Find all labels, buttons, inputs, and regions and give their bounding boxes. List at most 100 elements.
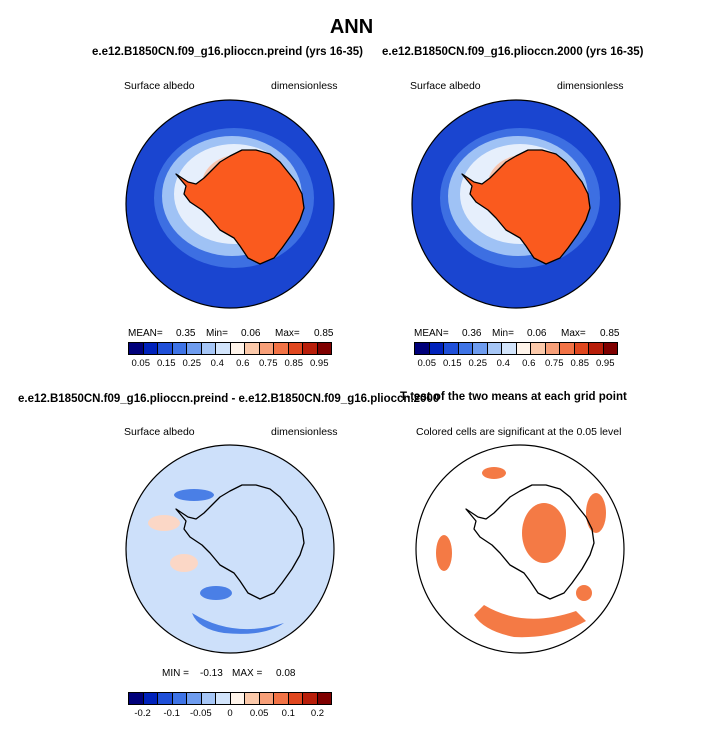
colorbar-swatch (429, 343, 444, 354)
colorbar-tick-label: 0.85 (284, 358, 304, 369)
colorbar-swatch (216, 693, 231, 704)
stat-mean-label: MEAN= (414, 328, 449, 339)
colorbar-tick-label: -0.2 (134, 708, 151, 719)
colorbar-swatch (172, 343, 187, 354)
albedo-map (125, 99, 335, 309)
variable-label: Surface albedo (124, 80, 195, 92)
colorbar-swatch (516, 343, 531, 354)
colorbar-ticks: 0.05 0.15 0.25 0.4 0.6 0.75 0.85 0.95 (414, 358, 618, 370)
colorbar-swatch (245, 693, 260, 704)
colorbar-swatch (230, 343, 245, 354)
colorbar-tick-label: 0.25 (182, 358, 202, 369)
colorbar-tick-label: 0.4 (496, 358, 510, 369)
colorbar-swatch (574, 343, 589, 354)
colorbar-swatch (288, 693, 303, 704)
colorbar-swatch (201, 693, 216, 704)
units-label: dimensionless (271, 80, 338, 92)
colorbar-swatch (487, 343, 502, 354)
stat-min-value: 0.06 (241, 328, 261, 339)
units-label: dimensionless (271, 426, 338, 438)
colorbar-swatch (317, 693, 331, 704)
colorbar-tick-label: 0 (227, 708, 233, 719)
colorbar-swatch (187, 693, 202, 704)
stat-min-value: 0.06 (527, 328, 547, 339)
figure-title: ANN (329, 16, 374, 38)
difference-map (125, 444, 335, 654)
colorbar-swatch (415, 343, 430, 354)
panel-title: e.e12.B1850CN.f09_g16.plioccn.preind (yr… (92, 46, 364, 58)
panel-title: T-test of the two means at each grid poi… (400, 391, 627, 403)
colorbar-tick-label: 0.2 (310, 708, 325, 719)
colorbar-tick-label: 0.4 (210, 358, 224, 369)
colorbar-swatch (129, 693, 144, 704)
units-label: dimensionless (557, 80, 624, 92)
albedo-map (411, 99, 621, 309)
colorbar-ticks: 0.05 0.15 0.25 0.4 0.6 0.75 0.85 0.95 (128, 358, 332, 370)
colorbar-swatch (259, 343, 274, 354)
colorbar-swatch (458, 343, 473, 354)
colorbar-swatch (259, 693, 274, 704)
stat-max-value: 0.08 (276, 668, 296, 679)
panel-subtitle: Colored cells are significant at the 0.0… (416, 426, 622, 438)
colorbar-tick-label: 0.25 (468, 358, 488, 369)
colorbar-swatch (560, 343, 575, 354)
colorbar-swatch (158, 343, 173, 354)
variable-label: Surface albedo (410, 80, 481, 92)
colorbar-swatch (245, 343, 260, 354)
colorbar-swatch (187, 343, 202, 354)
colorbar-tick-label: 0.95 (310, 358, 329, 369)
colorbar-tick-label: -0.1 (163, 708, 180, 719)
colorbar-tick-label: 0.05 (131, 358, 151, 369)
stat-max-label: Max= (561, 328, 586, 339)
colorbar-tick-label: 0.75 (545, 358, 564, 369)
colorbar-tick-label: 0.15 (443, 358, 462, 369)
stat-min-label: Min= (492, 328, 514, 339)
panel-title: e.e12.B1850CN.f09_g16.plioccn.2000 (yrs … (382, 46, 644, 58)
colorbar-swatch (201, 343, 216, 354)
colorbar (414, 342, 618, 355)
colorbar-swatch (274, 693, 289, 704)
colorbar-tick-label: 0.1 (281, 708, 295, 719)
colorbar-swatch (531, 343, 546, 354)
colorbar-swatch (143, 343, 158, 354)
colorbar-tick-label: 0.75 (259, 358, 278, 369)
colorbar-swatch (274, 343, 289, 354)
stat-mean-value: 0.35 (176, 328, 196, 339)
stat-max-value: 0.85 (314, 328, 334, 339)
colorbar-tick-label: 0.6 (236, 358, 250, 369)
stat-max-label: Max= (275, 328, 300, 339)
colorbar-swatch (158, 693, 173, 704)
colorbar-tick-label: 0.15 (157, 358, 176, 369)
stat-mean-value: 0.36 (462, 328, 482, 339)
panel-title: e.e12.B1850CN.f09_g16.plioccn.preind - e… (18, 393, 440, 405)
stat-min-label: Min= (206, 328, 228, 339)
variable-label: Surface albedo (124, 426, 195, 438)
colorbar (128, 692, 332, 705)
colorbar-swatch (317, 343, 331, 354)
colorbar-tick-label: 0.05 (249, 708, 269, 719)
colorbar-swatch (303, 343, 318, 354)
colorbar-swatch (230, 693, 245, 704)
colorbar-tick-label: 0.6 (522, 358, 536, 369)
colorbar-swatch (502, 343, 517, 354)
stat-mean-label: MEAN= (128, 328, 163, 339)
colorbar-swatch (589, 343, 604, 354)
colorbar-swatch (444, 343, 459, 354)
colorbar-swatch (172, 693, 187, 704)
colorbar-swatch (216, 343, 231, 354)
stat-max-label: MAX = (232, 668, 263, 679)
stat-max-value: 0.85 (600, 328, 620, 339)
colorbar-tick-label: 0.05 (417, 358, 437, 369)
significance-map (415, 444, 625, 654)
colorbar-swatch (603, 343, 617, 354)
colorbar (128, 342, 332, 355)
colorbar-swatch (129, 343, 144, 354)
stat-min-value: -0.13 (200, 668, 223, 679)
colorbar-tick-label: 0.95 (596, 358, 615, 369)
stat-min-label: MIN = (162, 668, 189, 679)
colorbar-swatch (288, 343, 303, 354)
colorbar-ticks: -0.2 -0.1 -0.05 0 0.05 0.1 0.2 (128, 708, 332, 720)
colorbar-tick-label: -0.05 (190, 708, 212, 719)
colorbar-tick-label: 0.85 (570, 358, 590, 369)
colorbar-swatch (545, 343, 560, 354)
